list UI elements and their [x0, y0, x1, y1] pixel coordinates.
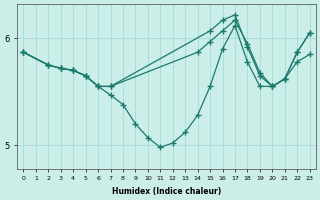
X-axis label: Humidex (Indice chaleur): Humidex (Indice chaleur)	[112, 187, 221, 196]
